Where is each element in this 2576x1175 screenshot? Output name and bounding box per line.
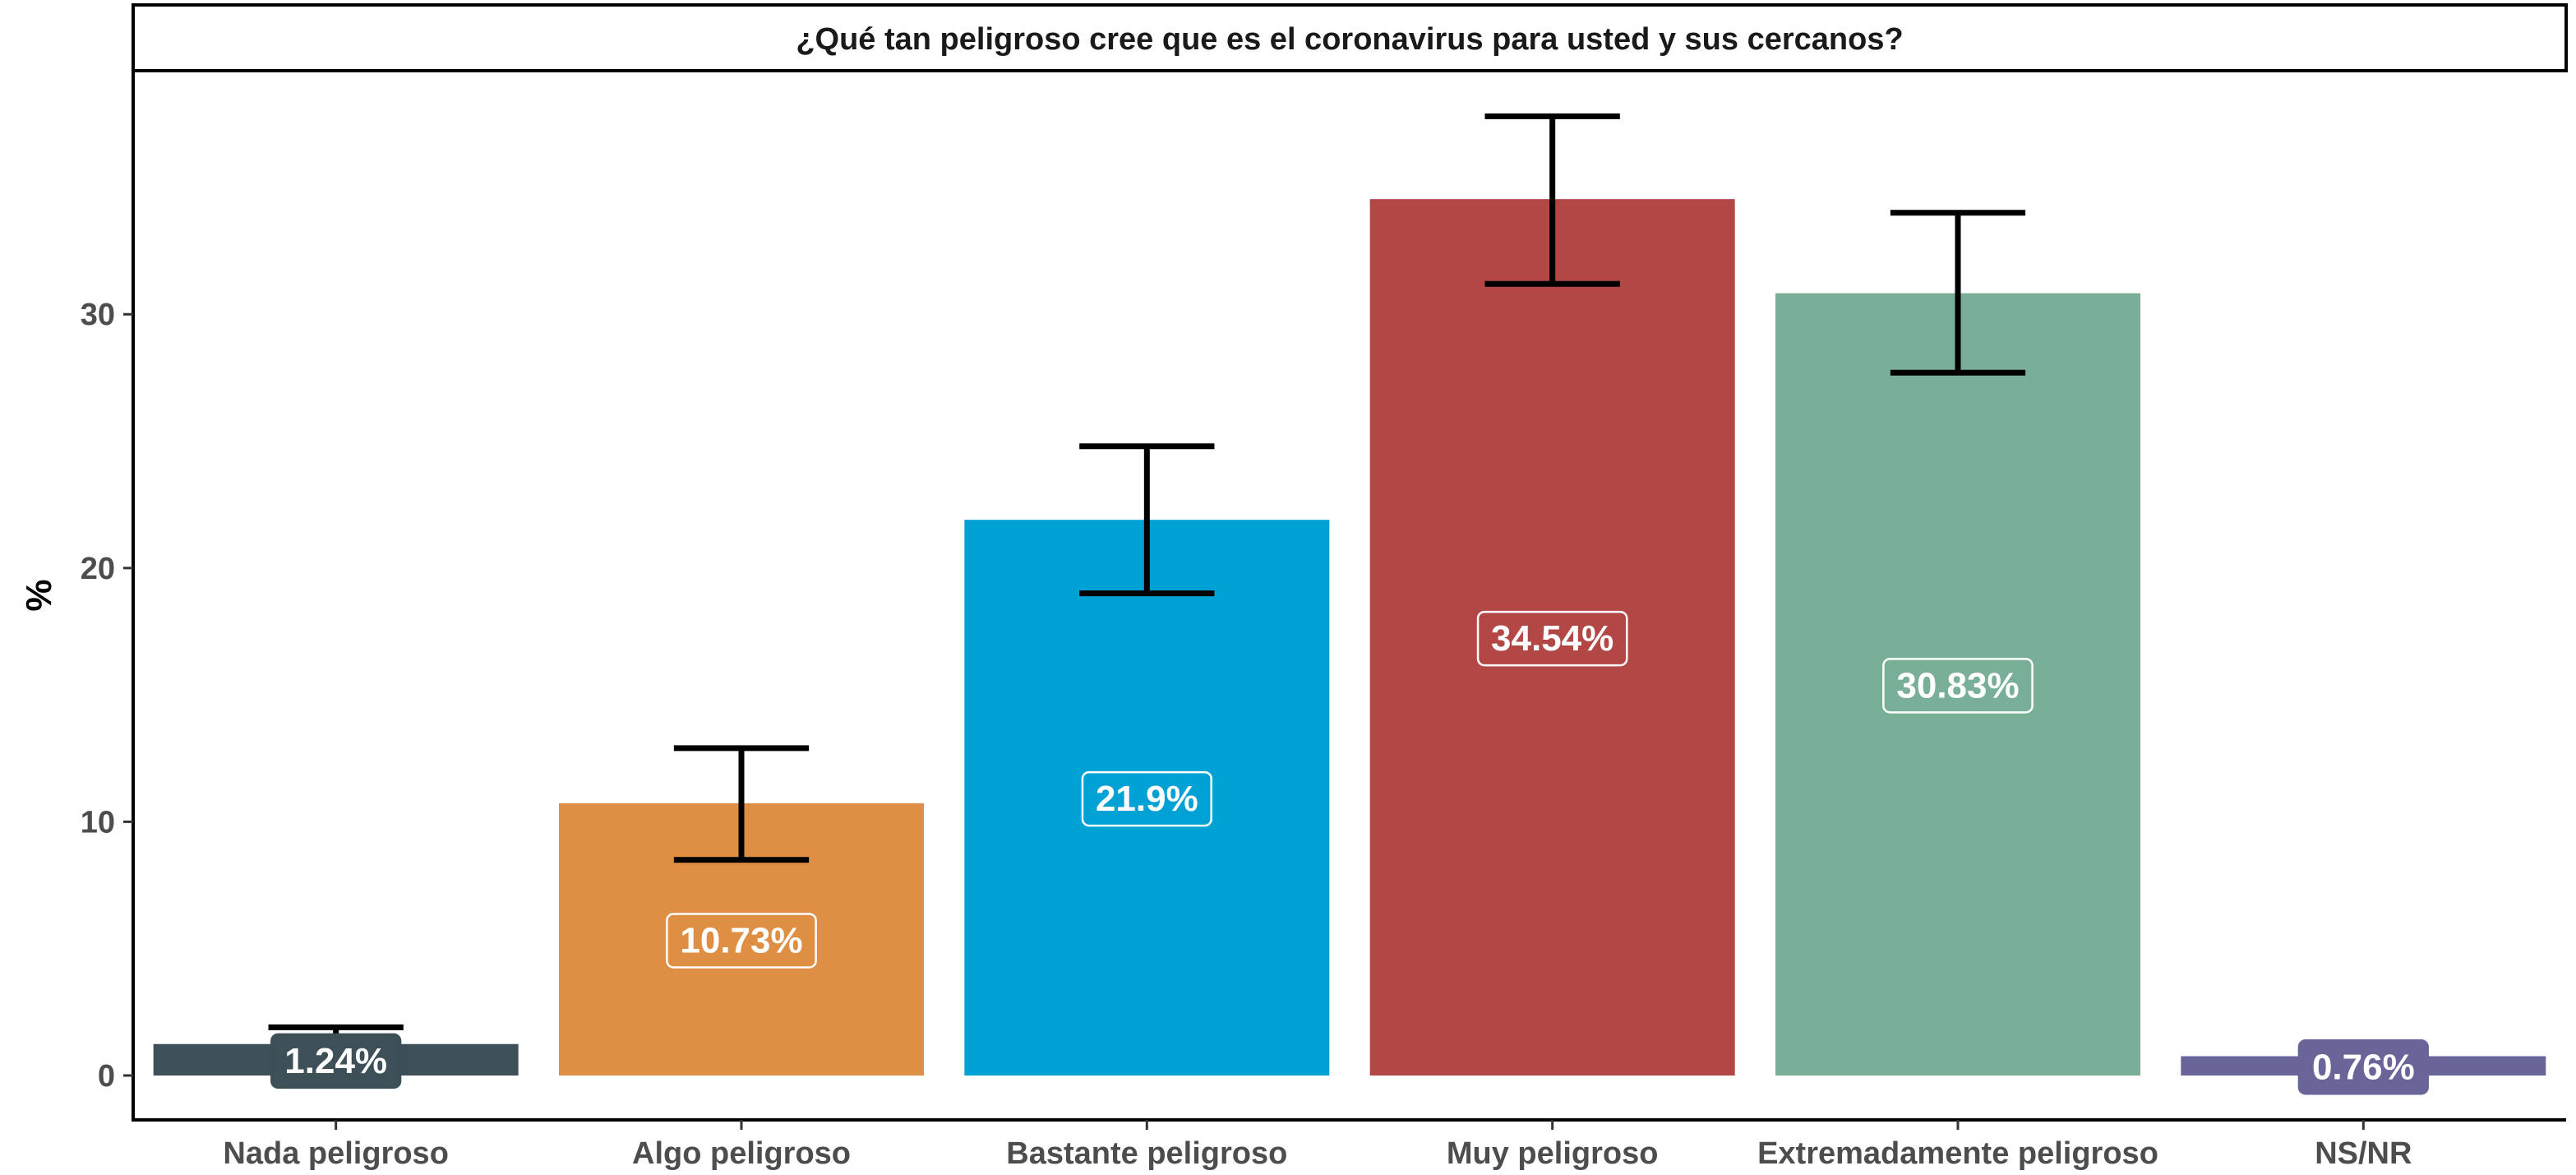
data-label-bastante-peligroso: 21.9% <box>1096 779 1198 819</box>
data-label-muy-peligroso: 34.54% <box>1491 618 1613 659</box>
data-label-algo-peligroso: 10.73% <box>680 920 802 960</box>
x-tick-label-extremadamente-peligroso: Extremadamente peligroso <box>1757 1136 2158 1171</box>
y-ticks-group: 0 10 20 30 <box>81 298 133 1094</box>
y-tick-label-30: 30 <box>81 298 115 332</box>
x-ticks-group: Nada peligroso Algo peligroso Bastante pel… <box>223 1120 2412 1171</box>
data-labels-group: 1.24% 10.73% 21.9% 34.54% 30.83% 0.76% <box>270 610 2429 1095</box>
x-tick-label-muy-peligroso: Muy peligroso <box>1447 1136 1659 1171</box>
data-label-extremadamente-peligroso: 30.83% <box>1896 665 2019 705</box>
data-label-box-extremadamente-peligroso <box>1882 658 2034 714</box>
x-tick-label-algo-peligroso: Algo peligroso <box>632 1136 851 1171</box>
data-label-box-nada-peligroso <box>270 1033 402 1089</box>
x-tick-label-nada-peligroso: Nada peligroso <box>223 1136 449 1171</box>
x-tick-label-bastante-peligroso: Bastante peligroso <box>1006 1136 1287 1171</box>
y-tick-label-0: 0 <box>98 1059 115 1094</box>
data-label-box-algo-peligroso <box>666 913 817 969</box>
x-tick-label-ns-nr: NS/NR <box>2315 1136 2412 1171</box>
data-label-nada-peligroso: 1.24% <box>284 1041 387 1081</box>
data-label-ns-nr: 0.76% <box>2312 1047 2415 1087</box>
y-tick-label-10: 10 <box>81 805 115 840</box>
facet-strip <box>132 3 2568 72</box>
data-label-box-bastante-peligroso <box>1081 770 1212 827</box>
data-label-box-ns-nr <box>2297 1039 2429 1095</box>
bars-group <box>153 199 2546 1076</box>
y-tick-label-20: 20 <box>81 552 115 586</box>
chart-title: ¿Qué tan peligroso cree que es el corona… <box>796 22 1903 57</box>
y-axis-title: % <box>19 579 59 611</box>
data-label-box-muy-peligroso <box>1476 610 1628 667</box>
